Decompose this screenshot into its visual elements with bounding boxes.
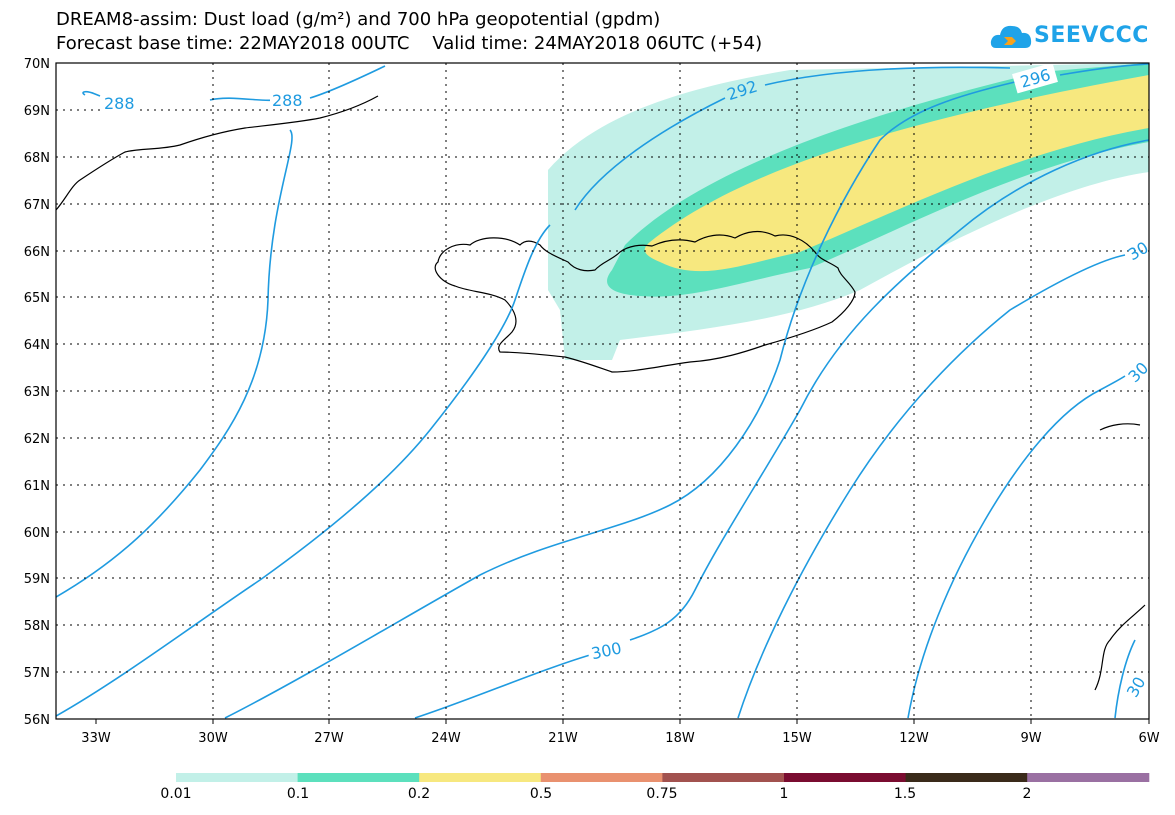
lat-label: 62N <box>24 432 50 447</box>
longitude-labels: 33W 30W 27W 24W 21W 18W 15W 12W 9W 6W <box>81 731 1159 746</box>
map-title: DREAM8-assim: Dust load (g/m²) and 700 h… <box>56 9 661 30</box>
colorbar-swatch <box>784 773 907 782</box>
map-plot-area: 288 288 292 296 300 30 30 30 <box>56 63 1152 719</box>
lon-label: 15W <box>782 731 812 746</box>
dust-area-high <box>644 75 1149 272</box>
colorbar-label: 2 <box>1022 786 1032 802</box>
latitude-labels: 70N 69N 68N 67N 66N 65N 64N 63N 62N 61N … <box>24 57 50 728</box>
colorbar <box>176 773 1150 782</box>
contour-line <box>574 66 1011 211</box>
colorbar-swatch <box>662 773 785 782</box>
colorbar-label: 0.2 <box>407 786 431 802</box>
colorbar-label: 1.5 <box>893 786 917 802</box>
colorbar-label: 0.5 <box>529 786 553 802</box>
map-subtitle: Forecast base time: 22MAY2018 00UTC Vali… <box>56 33 763 54</box>
lat-label: 64N <box>24 338 50 353</box>
colorbar-swatch <box>419 773 542 782</box>
contour-line <box>414 139 1149 719</box>
colorbar-label: 0.01 <box>160 786 192 802</box>
graticule <box>56 63 1149 719</box>
lon-label: 18W <box>665 731 695 746</box>
colorbar-label: 0.75 <box>646 786 678 802</box>
lon-label: 9W <box>1020 731 1041 746</box>
contour-line <box>1059 63 1149 76</box>
lat-label: 63N <box>24 385 50 400</box>
logo-text: SEEVCCC <box>1034 23 1149 48</box>
lat-label: 61N <box>24 479 50 494</box>
colorbar-label: 1 <box>779 786 789 802</box>
colorbar-swatch <box>176 773 299 782</box>
contour-line <box>56 224 551 717</box>
scotland-coast <box>1094 423 1146 691</box>
seevccc-logo: SEEVCCC <box>990 18 1150 58</box>
contour-line <box>224 81 1016 719</box>
lat-label: 67N <box>24 198 50 213</box>
colorbar-swatch <box>540 773 663 782</box>
lon-label: 33W <box>81 731 111 746</box>
lat-label: 69N <box>24 104 50 119</box>
greenland-coast <box>56 95 379 211</box>
contour-line <box>56 129 293 598</box>
contour-label: 30 <box>1123 673 1150 700</box>
iceland-coast <box>434 230 856 373</box>
contour-label: 288 <box>104 94 135 113</box>
contour-label: 288 <box>272 91 303 110</box>
lon-label: 24W <box>431 731 461 746</box>
lon-label: 21W <box>548 731 578 746</box>
lon-label: 6W <box>1138 731 1159 746</box>
colorbar-swatch <box>905 773 1028 782</box>
contour-line <box>82 90 101 97</box>
contour-line <box>907 375 1126 719</box>
coastlines <box>56 95 1146 691</box>
contour-label: 30 <box>1125 238 1152 265</box>
contour-line <box>737 254 1126 719</box>
lat-label: 66N <box>24 245 50 260</box>
lat-label: 56N <box>24 713 50 728</box>
lon-label: 30W <box>198 731 228 746</box>
colorbar-swatch <box>297 773 420 782</box>
lat-label: 58N <box>24 619 50 634</box>
lat-label: 59N <box>24 572 50 587</box>
lon-label: 27W <box>314 731 344 746</box>
colorbar-swatch <box>1027 773 1150 782</box>
lon-label: 12W <box>899 731 929 746</box>
contour-line <box>1114 639 1136 719</box>
lat-label: 65N <box>24 291 50 306</box>
lat-label: 57N <box>24 666 50 681</box>
lat-label: 60N <box>24 526 50 541</box>
colorbar-label: 0.1 <box>286 786 310 802</box>
contour-label: 300 <box>590 638 624 663</box>
frame-ticks <box>95 719 1150 724</box>
cloud-icon <box>990 25 1032 48</box>
lat-label: 70N <box>24 57 50 72</box>
contour-label: 30 <box>1124 358 1152 386</box>
map-frame <box>55 62 1150 720</box>
lat-label: 68N <box>24 151 50 166</box>
